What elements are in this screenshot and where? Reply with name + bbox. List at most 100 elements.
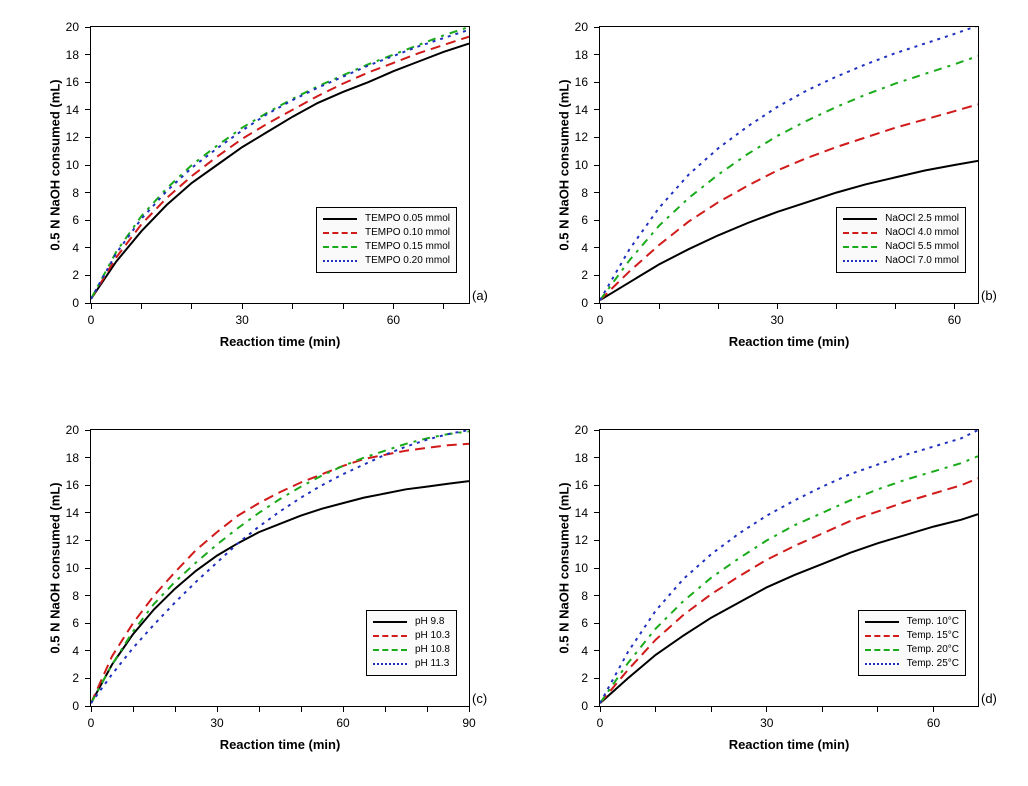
legend-label: Temp. 20°C	[907, 643, 959, 657]
legend-item: Temp. 10°C	[865, 615, 959, 629]
y-tick-label: 16	[66, 478, 79, 492]
panel-tag: (d)	[981, 691, 997, 706]
y-tick-label: 2	[72, 268, 79, 282]
y-tick-label: 12	[575, 533, 588, 547]
y-tick-label: 6	[72, 616, 79, 630]
legend-swatch	[865, 635, 899, 637]
x-tick-label: 60	[387, 313, 400, 327]
legend-swatch	[373, 621, 407, 623]
y-tick-label: 16	[575, 478, 588, 492]
plot-area: 0.5 N NaOH consumed (mL)Reaction time (m…	[90, 26, 470, 304]
legend-label: Temp. 10°C	[907, 615, 959, 629]
plot-area: 0.5 N NaOH consumed (mL)Reaction time (m…	[599, 26, 979, 304]
panel-(b): 0.5 N NaOH consumed (mL) Reaction time (m…	[537, 18, 1000, 365]
legend-label: Temp. 25°C	[907, 657, 959, 671]
legend-label: TEMPO 0.10 mmol	[365, 226, 450, 240]
x-axis-label: Reaction time (min)	[729, 334, 850, 349]
y-tick-label: 14	[66, 506, 79, 520]
legend-item: NaOCl 5.5 mmol	[843, 240, 959, 254]
x-axis-label: Reaction time (min)	[220, 334, 341, 349]
y-tick-label: 4	[581, 241, 588, 255]
x-tick-label: 30	[210, 716, 223, 730]
legend-swatch	[843, 260, 877, 262]
y-tick-label: 4	[72, 241, 79, 255]
legend: NaOCl 2.5 mmolNaOCl 4.0 mmolNaOCl 5.5 mm…	[836, 207, 966, 273]
legend-swatch	[843, 218, 877, 220]
legend-item: NaOCl 2.5 mmol	[843, 212, 959, 226]
legend: pH 9.8pH 10.3pH 10.8pH 11.3	[366, 610, 457, 676]
panel-tag: (c)	[472, 691, 487, 706]
panel-(a): 0.5 N NaOH consumed (mL) Reaction time (m…	[28, 18, 491, 365]
y-tick-label: 8	[72, 186, 79, 200]
x-tick-label: 0	[88, 313, 95, 327]
y-tick-label: 12	[66, 533, 79, 547]
legend-swatch	[323, 260, 357, 262]
y-axis-label: 0.5 N NaOH consumed (mL)	[557, 482, 572, 653]
x-tick-label: 0	[597, 313, 604, 327]
legend-swatch	[373, 649, 407, 651]
legend-swatch	[323, 232, 357, 234]
y-tick-label: 18	[575, 48, 588, 62]
y-tick-label: 14	[575, 506, 588, 520]
y-tick-label: 20	[575, 423, 588, 437]
y-tick-label: 14	[575, 103, 588, 117]
y-tick-label: 20	[66, 423, 79, 437]
x-axis-label: Reaction time (min)	[220, 737, 341, 752]
y-tick-label: 16	[66, 75, 79, 89]
legend-swatch	[323, 218, 357, 220]
y-tick-label: 18	[575, 451, 588, 465]
legend-label: pH 10.3	[415, 629, 450, 643]
y-tick-label: 0	[72, 699, 79, 713]
y-tick-label: 2	[72, 671, 79, 685]
legend-item: TEMPO 0.05 mmol	[323, 212, 450, 226]
legend-item: pH 10.3	[373, 629, 450, 643]
panel-(c): 0.5 N NaOH consumed (mL)Reaction time (m…	[28, 421, 491, 768]
legend-label: TEMPO 0.05 mmol	[365, 212, 450, 226]
y-tick-label: 20	[66, 20, 79, 34]
y-axis-label: 0.5 N NaOH consumed (mL)	[48, 79, 63, 250]
legend-item: pH 10.8	[373, 643, 450, 657]
legend-label: pH 11.3	[415, 657, 449, 671]
y-tick-label: 10	[575, 158, 588, 172]
legend: TEMPO 0.05 mmolTEMPO 0.10 mmolTEMPO 0.15…	[316, 207, 457, 273]
panel-(d): 0.5 N NaOH consumed (mL) Reaction time (m…	[537, 421, 1000, 768]
y-tick-label: 20	[575, 20, 588, 34]
legend-label: TEMPO 0.15 mmol	[365, 240, 450, 254]
y-tick-label: 0	[72, 296, 79, 310]
x-axis-label: Reaction time (min)	[729, 737, 850, 752]
legend-label: NaOCl 4.0 mmol	[885, 226, 959, 240]
legend-swatch	[865, 663, 899, 665]
y-tick-label: 8	[72, 589, 79, 603]
y-axis-label: 0.5 N NaOH consumed (mL)	[557, 79, 572, 250]
y-tick-label: 10	[66, 158, 79, 172]
x-tick-label: 0	[88, 716, 95, 730]
y-tick-label: 12	[66, 130, 79, 144]
y-tick-label: 10	[66, 561, 79, 575]
y-tick-label: 18	[66, 451, 79, 465]
x-tick-label: 90	[462, 716, 475, 730]
x-tick-label: 60	[948, 313, 961, 327]
y-tick-label: 8	[581, 589, 588, 603]
y-tick-label: 12	[575, 130, 588, 144]
plot-area: 0.5 N NaOH consumed (mL)Reaction time (m…	[599, 429, 979, 707]
y-tick-label: 0	[581, 699, 588, 713]
legend-label: pH 10.8	[415, 643, 450, 657]
legend-item: TEMPO 0.10 mmol	[323, 226, 450, 240]
legend-swatch	[373, 635, 407, 637]
x-tick-label: 30	[236, 313, 249, 327]
y-tick-label: 18	[66, 48, 79, 62]
y-tick-label: 10	[575, 561, 588, 575]
y-tick-label: 2	[581, 671, 588, 685]
legend-swatch	[843, 232, 877, 234]
figure-grid: 0.5 N NaOH consumed (mL) Reaction time (m…	[28, 18, 1000, 768]
x-tick-label: 60	[336, 716, 349, 730]
x-tick-label: 60	[927, 716, 940, 730]
y-tick-label: 14	[66, 103, 79, 117]
legend-item: pH 9.8	[373, 615, 450, 629]
x-tick-label: 30	[771, 313, 784, 327]
legend-swatch	[865, 621, 899, 623]
legend-label: pH 9.8	[415, 615, 444, 629]
x-tick-label: 0	[597, 716, 604, 730]
y-tick-label: 6	[581, 213, 588, 227]
legend-swatch	[865, 649, 899, 651]
